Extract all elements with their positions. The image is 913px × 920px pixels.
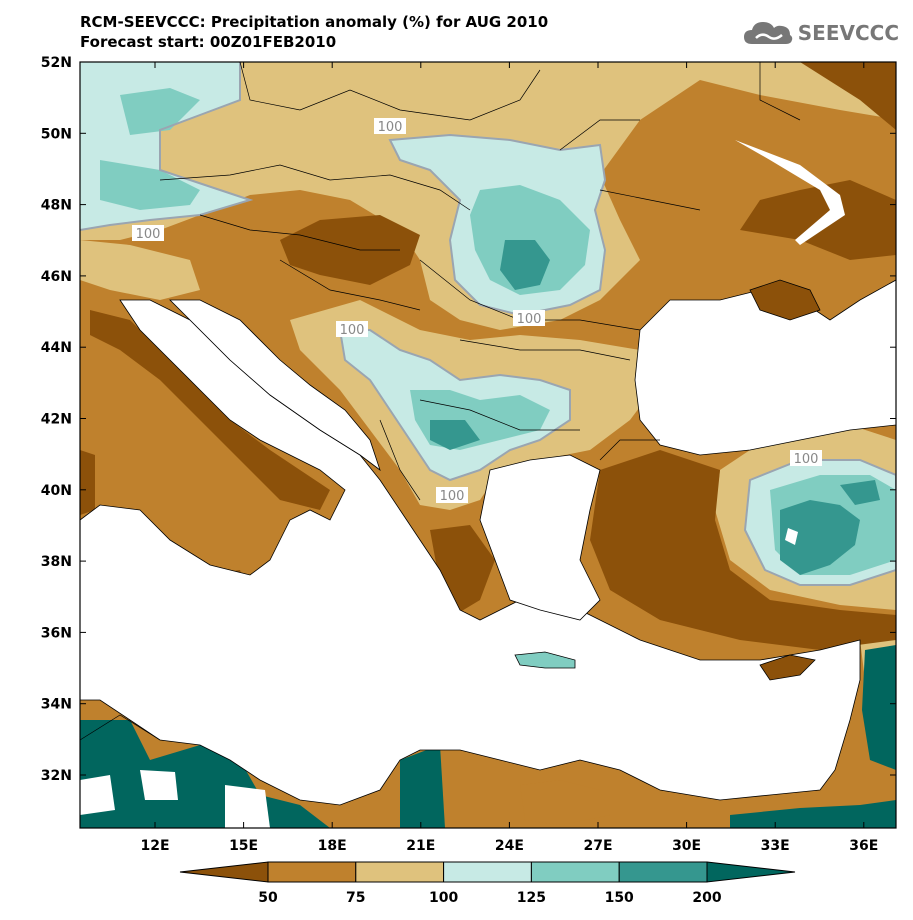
dark-teal-romania: [500, 240, 550, 290]
colorbar-segment: [267, 861, 357, 883]
deepest-teal-levant: [862, 645, 896, 770]
colorbar-segment: [706, 861, 796, 883]
coast-africa-west: [80, 714, 161, 741]
deep-brown-ukraine: [740, 180, 896, 260]
latitude-tick-label: 32N: [41, 768, 72, 784]
latitude-tick-label: 40N: [41, 483, 72, 499]
latitude-axis: 52N 50N 48N 46N 44N 42N 40N 38N 36N 34N 32N: [41, 55, 896, 784]
colorbar-segment: [530, 861, 620, 883]
map-title: RCM-SEEVCCC: Precipitation anomaly (%) f…: [80, 13, 549, 31]
logo-text: SEEVCCC: [797, 21, 899, 45]
deep-brown-hungary: [280, 215, 420, 285]
latitude-tick-label: 46N: [41, 269, 72, 285]
longitude-tick-label: 21E: [406, 838, 435, 854]
no-data-patch-3: [140, 770, 178, 800]
no-data-turkey-spot: [785, 528, 798, 545]
longitude-tick-label: 18E: [318, 838, 347, 854]
crimea: [749, 279, 821, 321]
longitude-tick-label: 30E: [672, 838, 701, 854]
deep-brown-sardinia: [80, 450, 95, 515]
colorbar-segment: [355, 861, 445, 883]
colorbar-label: 100: [429, 890, 458, 906]
no-data-patch-2: [225, 785, 270, 828]
colorbar: 50 75 100 125 150 200: [179, 861, 796, 906]
contour-label: 100: [340, 323, 365, 338]
contour-label: 100: [136, 227, 161, 242]
teal-northwest: [120, 88, 200, 135]
no-data-patch-1: [80, 775, 115, 815]
dark-teal-turkey-2: [840, 480, 880, 505]
deep-brown-turkey: [590, 450, 896, 650]
colorbar-label: 75: [346, 890, 365, 906]
teal-northwest-2: [100, 160, 200, 210]
dark-teal-turkey: [780, 500, 860, 575]
colorbar-segment: [179, 861, 269, 883]
colorbar-label: 200: [692, 890, 721, 906]
longitude-tick-label: 15E: [229, 838, 258, 854]
contour-label: 100: [517, 312, 542, 327]
contour-labels: 100 100 100 100 100 100: [132, 118, 822, 504]
latitude-tick-label: 38N: [41, 554, 72, 570]
black-sea: [634, 279, 896, 456]
map-frame: [79, 61, 897, 829]
crete: [514, 651, 576, 669]
latitude-tick-label: 48N: [41, 198, 72, 214]
longitude-tick-label: 24E: [495, 838, 524, 854]
contour-label: 100: [378, 120, 403, 135]
longitude-tick-label: 12E: [140, 838, 169, 854]
colorbar-segment: [443, 861, 532, 883]
latitude-tick-label: 36N: [41, 625, 72, 641]
deepest-teal-libya-west: [80, 720, 330, 828]
deep-brown-italy: [90, 310, 330, 510]
adriatic-sea: [169, 299, 381, 472]
colorbar-segment: [618, 861, 708, 883]
colorbar-label: 150: [605, 890, 634, 906]
deepest-teal-libya-east: [400, 745, 445, 828]
colorbar-label: 50: [258, 890, 278, 906]
colorbar-label: 125: [517, 890, 546, 906]
contour-label: 100: [440, 489, 465, 504]
latitude-tick-label: 52N: [41, 55, 72, 71]
longitude-tick-label: 27E: [583, 838, 612, 854]
contour-100-lines: [80, 62, 896, 586]
cloud-icon: [743, 22, 792, 44]
map-subtitle: Forecast start: 00Z01FEB2010: [80, 33, 337, 51]
title-block: RCM-SEEVCCC: Precipitation anomaly (%) f…: [80, 12, 548, 52]
deep-brown-northeast: [700, 62, 896, 130]
contour-label: 100: [794, 452, 819, 467]
deepest-teal-egypt: [730, 800, 896, 828]
cyprus: [759, 654, 816, 681]
longitude-axis: 12E 15E 18E 21E 24E 27E 30E 33E 36E: [140, 62, 878, 854]
dark-teal-balkans: [430, 420, 480, 450]
latitude-tick-label: 34N: [41, 697, 72, 713]
aegean-sea: [479, 454, 601, 621]
latitude-tick-label: 50N: [41, 126, 72, 142]
anomaly-field: [80, 62, 896, 828]
longitude-tick-label: 33E: [761, 838, 790, 854]
latitude-tick-label: 42N: [41, 412, 72, 428]
seevccc-logo: SEEVCCC: [742, 18, 899, 48]
tan-region-alps: [80, 240, 200, 300]
longitude-tick-label: 36E: [849, 838, 878, 854]
brown-egypt-patch: [520, 780, 610, 825]
no-data-belarus-streak: [735, 140, 845, 245]
latitude-tick-label: 44N: [41, 340, 72, 356]
country-borders: [159, 62, 801, 501]
